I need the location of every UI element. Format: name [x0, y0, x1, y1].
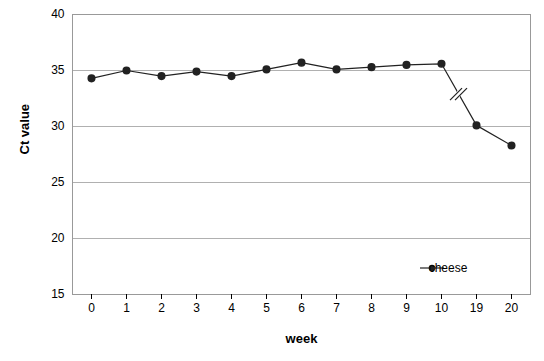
- svg-text:2: 2: [158, 301, 165, 315]
- svg-text:35: 35: [51, 63, 65, 77]
- svg-text:3: 3: [193, 301, 200, 315]
- svg-text:4: 4: [228, 301, 235, 315]
- svg-text:20: 20: [51, 231, 65, 245]
- svg-text:6: 6: [298, 301, 305, 315]
- svg-text:7: 7: [333, 301, 340, 315]
- svg-text:30: 30: [51, 119, 65, 133]
- svg-text:20: 20: [505, 301, 519, 315]
- svg-text:8: 8: [368, 301, 375, 315]
- svg-text:25: 25: [51, 175, 65, 189]
- svg-text:week: week: [285, 331, 319, 346]
- svg-text:10: 10: [435, 301, 449, 315]
- svg-text:1: 1: [123, 301, 130, 315]
- svg-text:9: 9: [403, 301, 410, 315]
- svg-text:5: 5: [263, 301, 270, 315]
- svg-text:19: 19: [470, 301, 484, 315]
- svg-text:40: 40: [51, 7, 65, 21]
- svg-text:15: 15: [51, 287, 65, 301]
- svg-text:0: 0: [88, 301, 95, 315]
- svg-text:cheese: cheese: [429, 261, 468, 275]
- svg-text:Ct value: Ct value: [17, 104, 32, 155]
